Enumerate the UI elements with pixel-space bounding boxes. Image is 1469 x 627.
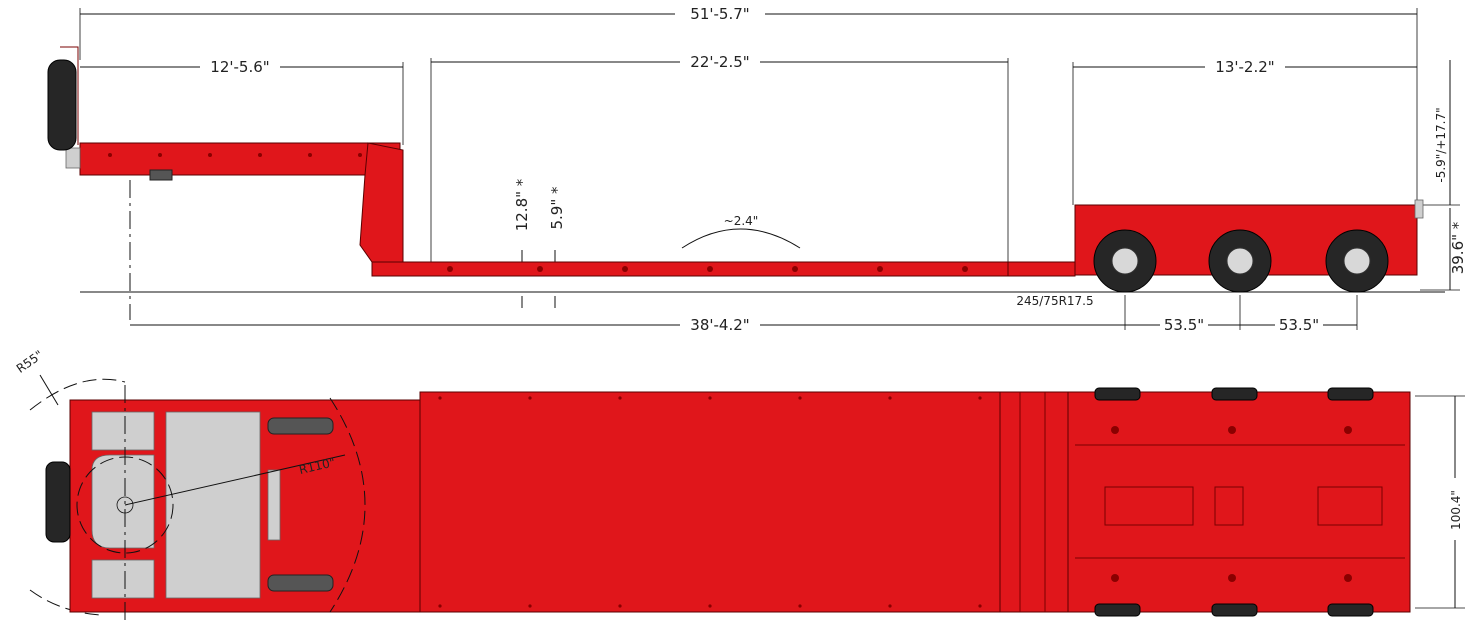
gooseneck-top: R110" xyxy=(45,385,421,622)
overall-width-label: 100.4" xyxy=(1449,490,1463,530)
gooseneck-length-dimension: 12'-5.6" xyxy=(80,58,404,145)
kingpin-to-axle-label: 38'-4.2" xyxy=(690,316,749,334)
kingpin-to-axle-dimension: 38'-4.2" 53.5" 53.5" xyxy=(130,295,1358,334)
overall-length-dimension: 51'-5.7" xyxy=(79,5,1418,215)
gooseneck-length-label: 12'-5.6" xyxy=(210,58,269,76)
tire-1 xyxy=(1093,229,1157,293)
tire-2 xyxy=(1208,229,1272,293)
rear-deck-length-label: 13'-2.2" xyxy=(1215,58,1274,76)
rear-bogie-side: 245/75R17.5 xyxy=(1016,199,1424,308)
axle-spacing-2-label: 53.5" xyxy=(1279,316,1319,334)
well-length-label: 22'-2.5" xyxy=(690,53,749,71)
tire-3 xyxy=(1325,229,1389,293)
rear-deck-height-label: 39.6" * xyxy=(1449,221,1467,274)
well-height-dimensions: 12.8" * 5.9" * xyxy=(513,178,566,308)
deck-height-variation-dimension: -5.9"/+17.7" xyxy=(1420,60,1460,206)
well-deck-side xyxy=(371,261,1076,277)
spare-tire xyxy=(47,59,77,151)
well-height-1-label: 12.8" * xyxy=(513,178,531,231)
deck-crown-label: ~2.4" xyxy=(724,214,759,228)
well-deck-top xyxy=(419,391,1069,613)
spare-tire-top xyxy=(45,461,71,543)
deck-crown-indicator: ~2.4" xyxy=(681,214,801,249)
rear-bogie-top xyxy=(1067,387,1411,617)
deck-height-variation-label: -5.9"/+17.7" xyxy=(1434,107,1448,182)
overall-length-label: 51'-5.7" xyxy=(690,5,749,23)
rear-deck-length-dimension: 13'-2.2" xyxy=(1072,58,1417,205)
top-view: R55" R110" xyxy=(14,348,1465,622)
bogie-tires-top xyxy=(1094,387,1374,617)
swing-radius-front-label: R55" xyxy=(14,348,46,376)
side-view: 51'-5.7" 12'-5.6" 22'-2.5" 13'-2.2" xyxy=(47,5,1467,334)
well-height-2-label: 5.9" * xyxy=(548,186,566,230)
rear-deck-height-dimension: 39.6" * xyxy=(1420,208,1467,291)
overall-width-dimension: 100.4" xyxy=(1415,395,1465,609)
gooseneck-side xyxy=(47,46,404,263)
axle-spacing-1-label: 53.5" xyxy=(1164,316,1204,334)
tire-size-label: 245/75R17.5 xyxy=(1016,294,1093,308)
well-length-dimension: 22'-2.5" xyxy=(430,53,1009,262)
